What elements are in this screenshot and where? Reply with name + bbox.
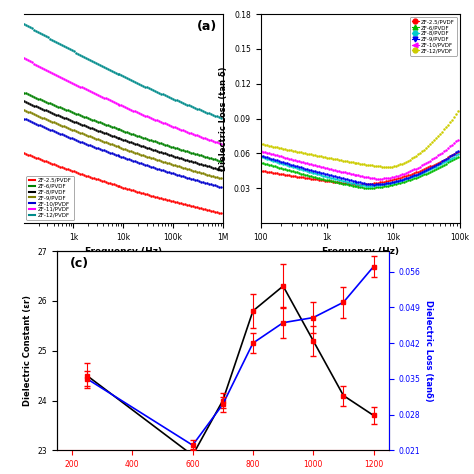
Y-axis label: Dielectric Loss (tan δ): Dielectric Loss (tan δ) xyxy=(219,66,228,171)
Legend: ZF-2.5/PVDF, ZF-6/PVDF, ZF-8/PVDF, ZF-9/PVDF, ZF-10/PVDF, ZF-11/PVDF, ZF-12/PVDF: ZF-2.5/PVDF, ZF-6/PVDF, ZF-8/PVDF, ZF-9/… xyxy=(27,175,73,220)
Legend: ZF-2.5/PVDF, ZF-6/PVDF, ZF-8/PVDF, ZF-9/PVDF, ZF-10/PVDF, ZF-12/PVDF: ZF-2.5/PVDF, ZF-6/PVDF, ZF-8/PVDF, ZF-9/… xyxy=(410,17,457,55)
Y-axis label: Dielectric Loss (tanδ): Dielectric Loss (tanδ) xyxy=(424,300,433,401)
Text: (a): (a) xyxy=(197,20,217,34)
X-axis label: Frequency (Hz): Frequency (Hz) xyxy=(85,247,162,256)
Text: (c): (c) xyxy=(70,257,89,270)
Y-axis label: Dielectric Constant (εr): Dielectric Constant (εr) xyxy=(23,295,32,406)
X-axis label: Frequency (Hz): Frequency (Hz) xyxy=(322,247,399,256)
Text: (b): (b) xyxy=(434,20,455,34)
